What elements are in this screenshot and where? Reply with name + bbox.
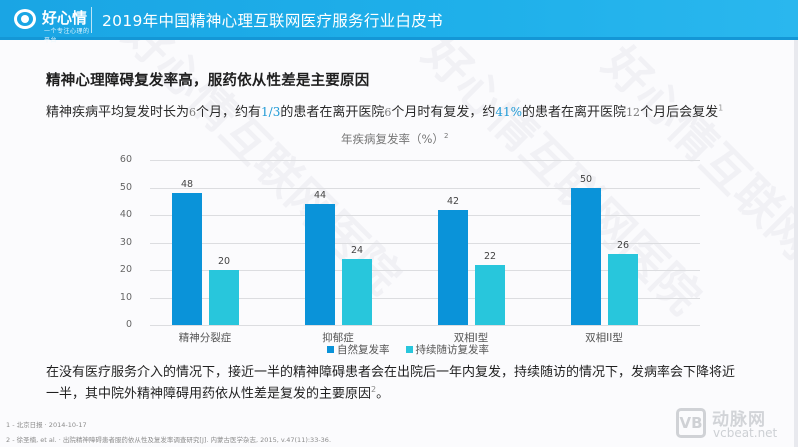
logo-text: 好心情	[42, 9, 88, 27]
gridline	[150, 215, 700, 216]
bar-follow	[608, 253, 638, 325]
y-tick-label: 60	[119, 154, 132, 165]
heart-logo-icon	[14, 9, 36, 29]
footnote-2: 2 - 徐圣楠, et al. · 出院精神障碍患者服药依从性及复发率调查研究[…	[6, 436, 332, 444]
bar-follow	[209, 270, 239, 325]
y-tick-label: 40	[119, 209, 132, 220]
bar-value-label: 20	[217, 256, 231, 267]
watermark-cn: 动脉网	[712, 410, 766, 430]
header-bar: 好心情 一个专注心理的平台 2019年中国精神心理互联网医疗服务行业白皮书	[0, 0, 798, 44]
bar-value-label: 26	[616, 239, 630, 251]
chart-legend: 自然复发率 持续随访复发率	[327, 342, 489, 357]
conclusion-line-1: 在没有医疗服务介入的情况下，接近一半的精神障碍患者会在出院后一年内复发，持续随访…	[46, 365, 736, 380]
x-category-label: 双相II型	[585, 332, 623, 344]
gridline	[150, 270, 700, 271]
stat-number: 12	[626, 106, 641, 119]
legend-swatch-icon	[327, 346, 334, 353]
header-divider	[91, 7, 92, 33]
y-tick-label: 50	[119, 181, 132, 193]
gridline	[150, 325, 700, 326]
chart-title-text: 年疾病复发率（%）	[341, 132, 444, 146]
bar-natural	[438, 209, 468, 325]
y-tick-label: 0	[125, 319, 132, 330]
stat-highlight: 41%	[495, 105, 523, 119]
brand-logo: 好心情 一个专注心理的平台	[12, 6, 92, 44]
y-tick-label: 10	[119, 291, 132, 303]
bar-value-label: 24	[350, 245, 364, 256]
bar-natural	[172, 193, 202, 325]
gridline	[150, 297, 700, 299]
bar-natural	[571, 187, 601, 325]
conclusion-text: 在没有医疗服务介入的情况下，接近一半的精神障碍患者会在出院后一年内复发，持续随访…	[46, 364, 756, 402]
right-edge-strip	[794, 40, 798, 447]
slide-headline: 精神心理障碍复发率高，服药依从性差是主要原因	[46, 73, 370, 89]
logo-subtitle: 一个专注心理的平台	[44, 28, 90, 44]
gridline	[150, 187, 700, 189]
stat-text: 个月，约有	[196, 105, 262, 120]
stat-text: 的患者在离开医院	[522, 105, 627, 120]
conclusion-end: 。	[376, 386, 390, 402]
conclusion-line-2: 一半，其中院外精神障碍用药依从性差是复发的主要原因2。	[46, 381, 756, 402]
bar-value-label: 50	[579, 173, 593, 185]
gridline	[150, 242, 700, 244]
footnote-1: 1 - 北京日报 · 2014-10-17	[6, 421, 87, 429]
footnote-ref: 2	[443, 132, 449, 141]
vcbeat-watermark: VB 动脉网 vcbeat.net	[676, 405, 794, 443]
bar-value-label: 22	[483, 250, 497, 262]
x-category-label: 精神分裂症	[178, 332, 232, 344]
legend-label: 自然复发率	[337, 344, 390, 356]
conclusion-line-2-text: 一半，其中院外精神障碍用药依从性差是复发的主要原因	[46, 386, 372, 402]
bar-value-label: 42	[446, 195, 460, 207]
stat-number: 6	[189, 106, 197, 119]
key-stat-line: 精神疾病平均复发时长为6个月，约有1/3的患者在离开医院6个月时有复发，约41%…	[46, 101, 723, 120]
stat-highlight: 1/3	[261, 105, 281, 119]
x-category-label: 抑郁症	[322, 332, 354, 344]
footnote-ref: 2	[371, 385, 377, 394]
watermark-en: vcbeat.net	[713, 426, 778, 440]
report-title: 2019年中国精神心理互联网医疗服务行业白皮书	[102, 12, 443, 30]
gridline	[150, 160, 700, 161]
stat-number: 6	[384, 106, 392, 119]
legend-item: 自然复发率	[327, 342, 390, 357]
chart-title: 年疾病复发率（%）2	[341, 131, 448, 147]
y-tick-label: 20	[119, 264, 132, 275]
legend-label: 持续随访复发率	[415, 344, 490, 356]
bar-chart: 0 10 20 30 40 50 60 48 20 精神分裂症 44 24 抑郁症 42 22 双相I型 50 2…	[110, 150, 730, 344]
bar-follow	[342, 259, 372, 325]
bar-value-label: 48	[180, 179, 194, 190]
footnote-ref: 1	[718, 103, 724, 113]
stat-text: 精神疾病平均复发时长为	[46, 105, 190, 120]
vb-logo-icon: VB	[676, 408, 706, 438]
y-tick-label: 30	[119, 236, 132, 248]
x-category-label: 双相I型	[453, 332, 489, 344]
bar-natural	[305, 204, 335, 325]
stat-text: 的患者在离开医院	[280, 105, 385, 120]
legend-swatch-icon	[405, 346, 413, 353]
bar-value-label: 44	[313, 190, 327, 201]
bar-follow	[475, 264, 505, 325]
legend-item: 持续随访复发率	[405, 342, 490, 357]
stat-text: 个月后会复发	[640, 105, 719, 120]
stat-text: 个月时有复发，约	[391, 105, 496, 120]
